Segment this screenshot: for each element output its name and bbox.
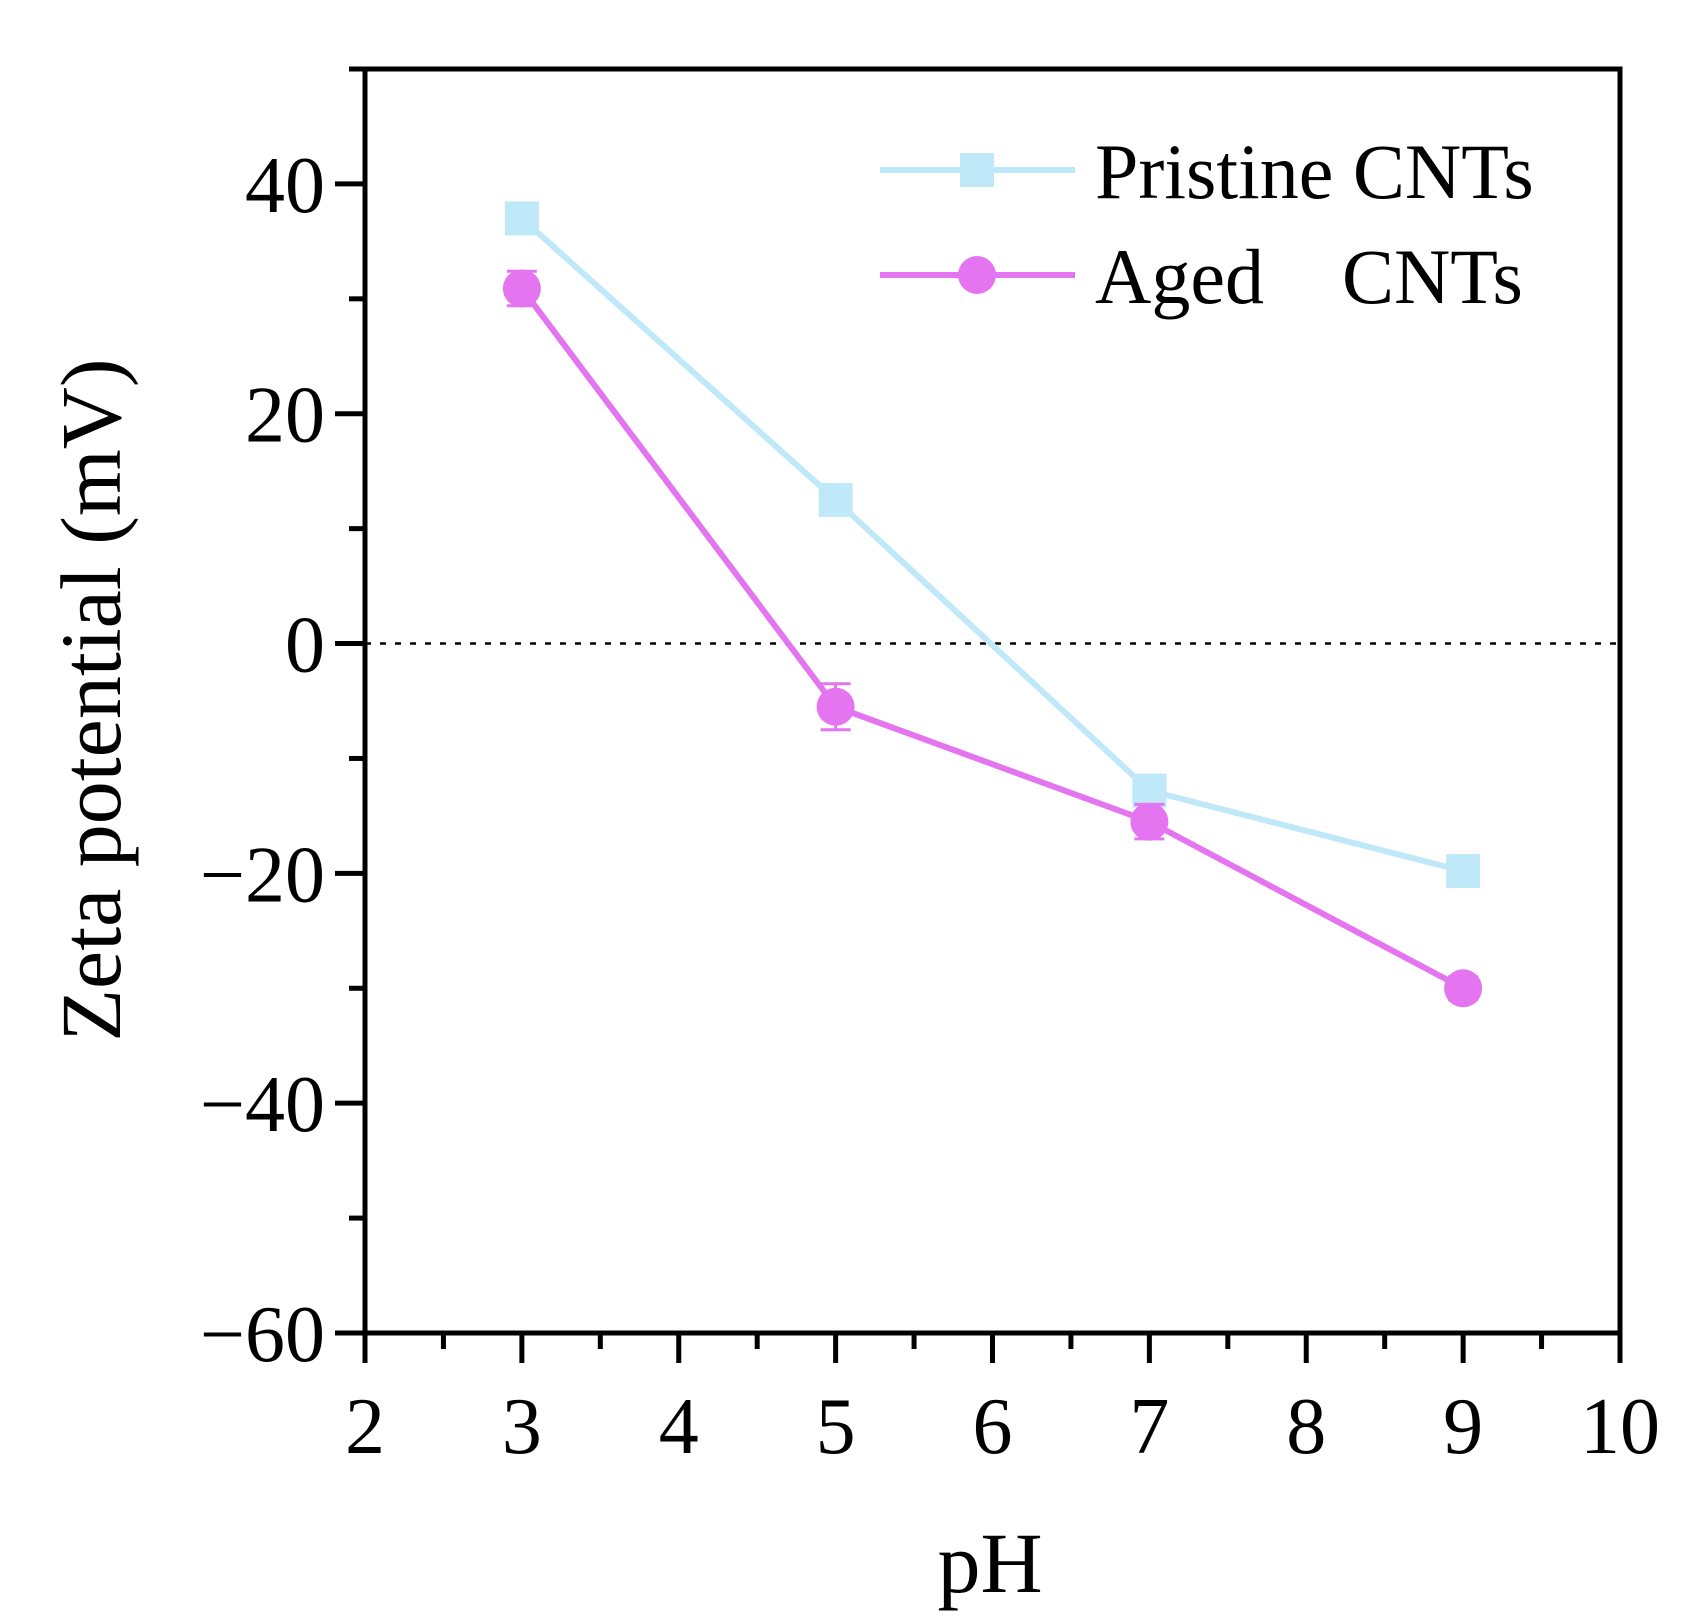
x-tick-label: 9 [1443, 1383, 1483, 1471]
x-tick-label: 2 [345, 1383, 385, 1471]
legend-entry: Pristine CNTs [880, 128, 1534, 215]
y-tick-label: −40 [200, 1061, 325, 1149]
x-tick-label: 10 [1580, 1383, 1660, 1471]
y-tick-label: 0 [285, 602, 325, 690]
data-point-square [818, 482, 853, 517]
data-point-circle [1130, 802, 1169, 841]
data-point-square [1132, 773, 1167, 808]
legend-marker-circle [958, 256, 996, 294]
y-tick-label: −60 [200, 1291, 325, 1379]
legend-label: Pristine CNTs [1095, 128, 1534, 215]
legend: Pristine CNTs Aged CNTs [880, 128, 1534, 320]
data-point-square [504, 201, 539, 236]
y-tick-label: 20 [245, 372, 325, 460]
x-tick-label: 6 [973, 1383, 1013, 1471]
y-tick-label: 40 [245, 142, 325, 230]
x-tick-label: 4 [659, 1383, 699, 1471]
series-layer [502, 201, 1483, 1008]
data-point-circle [1444, 969, 1483, 1008]
data-point-circle [816, 687, 855, 726]
legend-entry: Aged CNTs [880, 233, 1523, 320]
y-axis-title: Zeta potential (mV) [43, 359, 139, 1042]
legend-marker-square [960, 153, 994, 187]
axis-tick-labels: 2 3 4 5 6 7 8 9 10 40 20 0 −20 −40 −60 [200, 142, 1660, 1471]
x-tick-label: 5 [816, 1383, 856, 1471]
data-point-circle [502, 269, 541, 308]
data-point-square [1446, 854, 1481, 889]
axis-ticks [335, 66, 1623, 1363]
series-line [519, 216, 1464, 874]
legend-label: Aged CNTs [1095, 233, 1523, 320]
x-axis-title: pH [937, 1515, 1042, 1611]
x-tick-label: 7 [1129, 1383, 1169, 1471]
y-tick-label: −20 [200, 831, 325, 919]
x-tick-label: 8 [1286, 1383, 1326, 1471]
series-line [519, 286, 1465, 991]
series-aged-cnts [502, 269, 1483, 1008]
x-tick-label: 3 [502, 1383, 542, 1471]
series-pristine-cnts [504, 201, 1481, 889]
